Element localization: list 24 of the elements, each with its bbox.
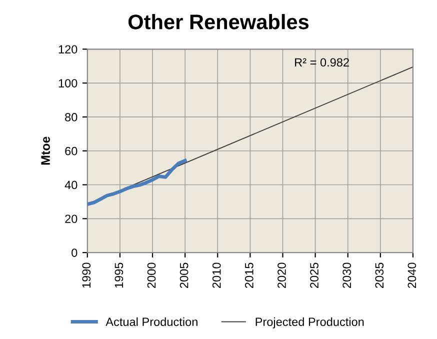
legend-label: Projected Production [256,317,364,328]
y-tick-label: 100 [58,79,78,88]
legend-label: Actual Production [106,317,198,326]
x-tick-label: 2030 [342,262,352,288]
x-tick-label: 2005 [180,262,188,288]
chart-title: Other Renewables [128,14,309,30]
y-axis-title: Mtoe [41,136,50,165]
x-tick-label: 2025 [310,262,318,288]
x-tick-label: 2035 [375,262,384,288]
y-tick-label: 40 [64,180,78,190]
x-tick-label: 2015 [244,262,254,288]
y-tick-label: 60 [65,146,78,156]
y-tick-label: 0 [72,248,78,257]
x-tick-label: 1995 [114,262,124,288]
x-tick-label: 2000 [147,262,156,288]
y-tick-label: 120 [58,45,78,54]
annotation: R² = 0.982 [295,58,349,67]
x-tick-label: 2040 [408,262,416,288]
x-tick-label: 2020 [278,262,286,288]
x-tick-label: 2010 [212,262,221,288]
x-tick-label: 1990 [82,262,91,288]
line-series [87,158,187,206]
y-tick-label: 80 [65,112,78,122]
y-tick-label: 20 [65,214,78,224]
